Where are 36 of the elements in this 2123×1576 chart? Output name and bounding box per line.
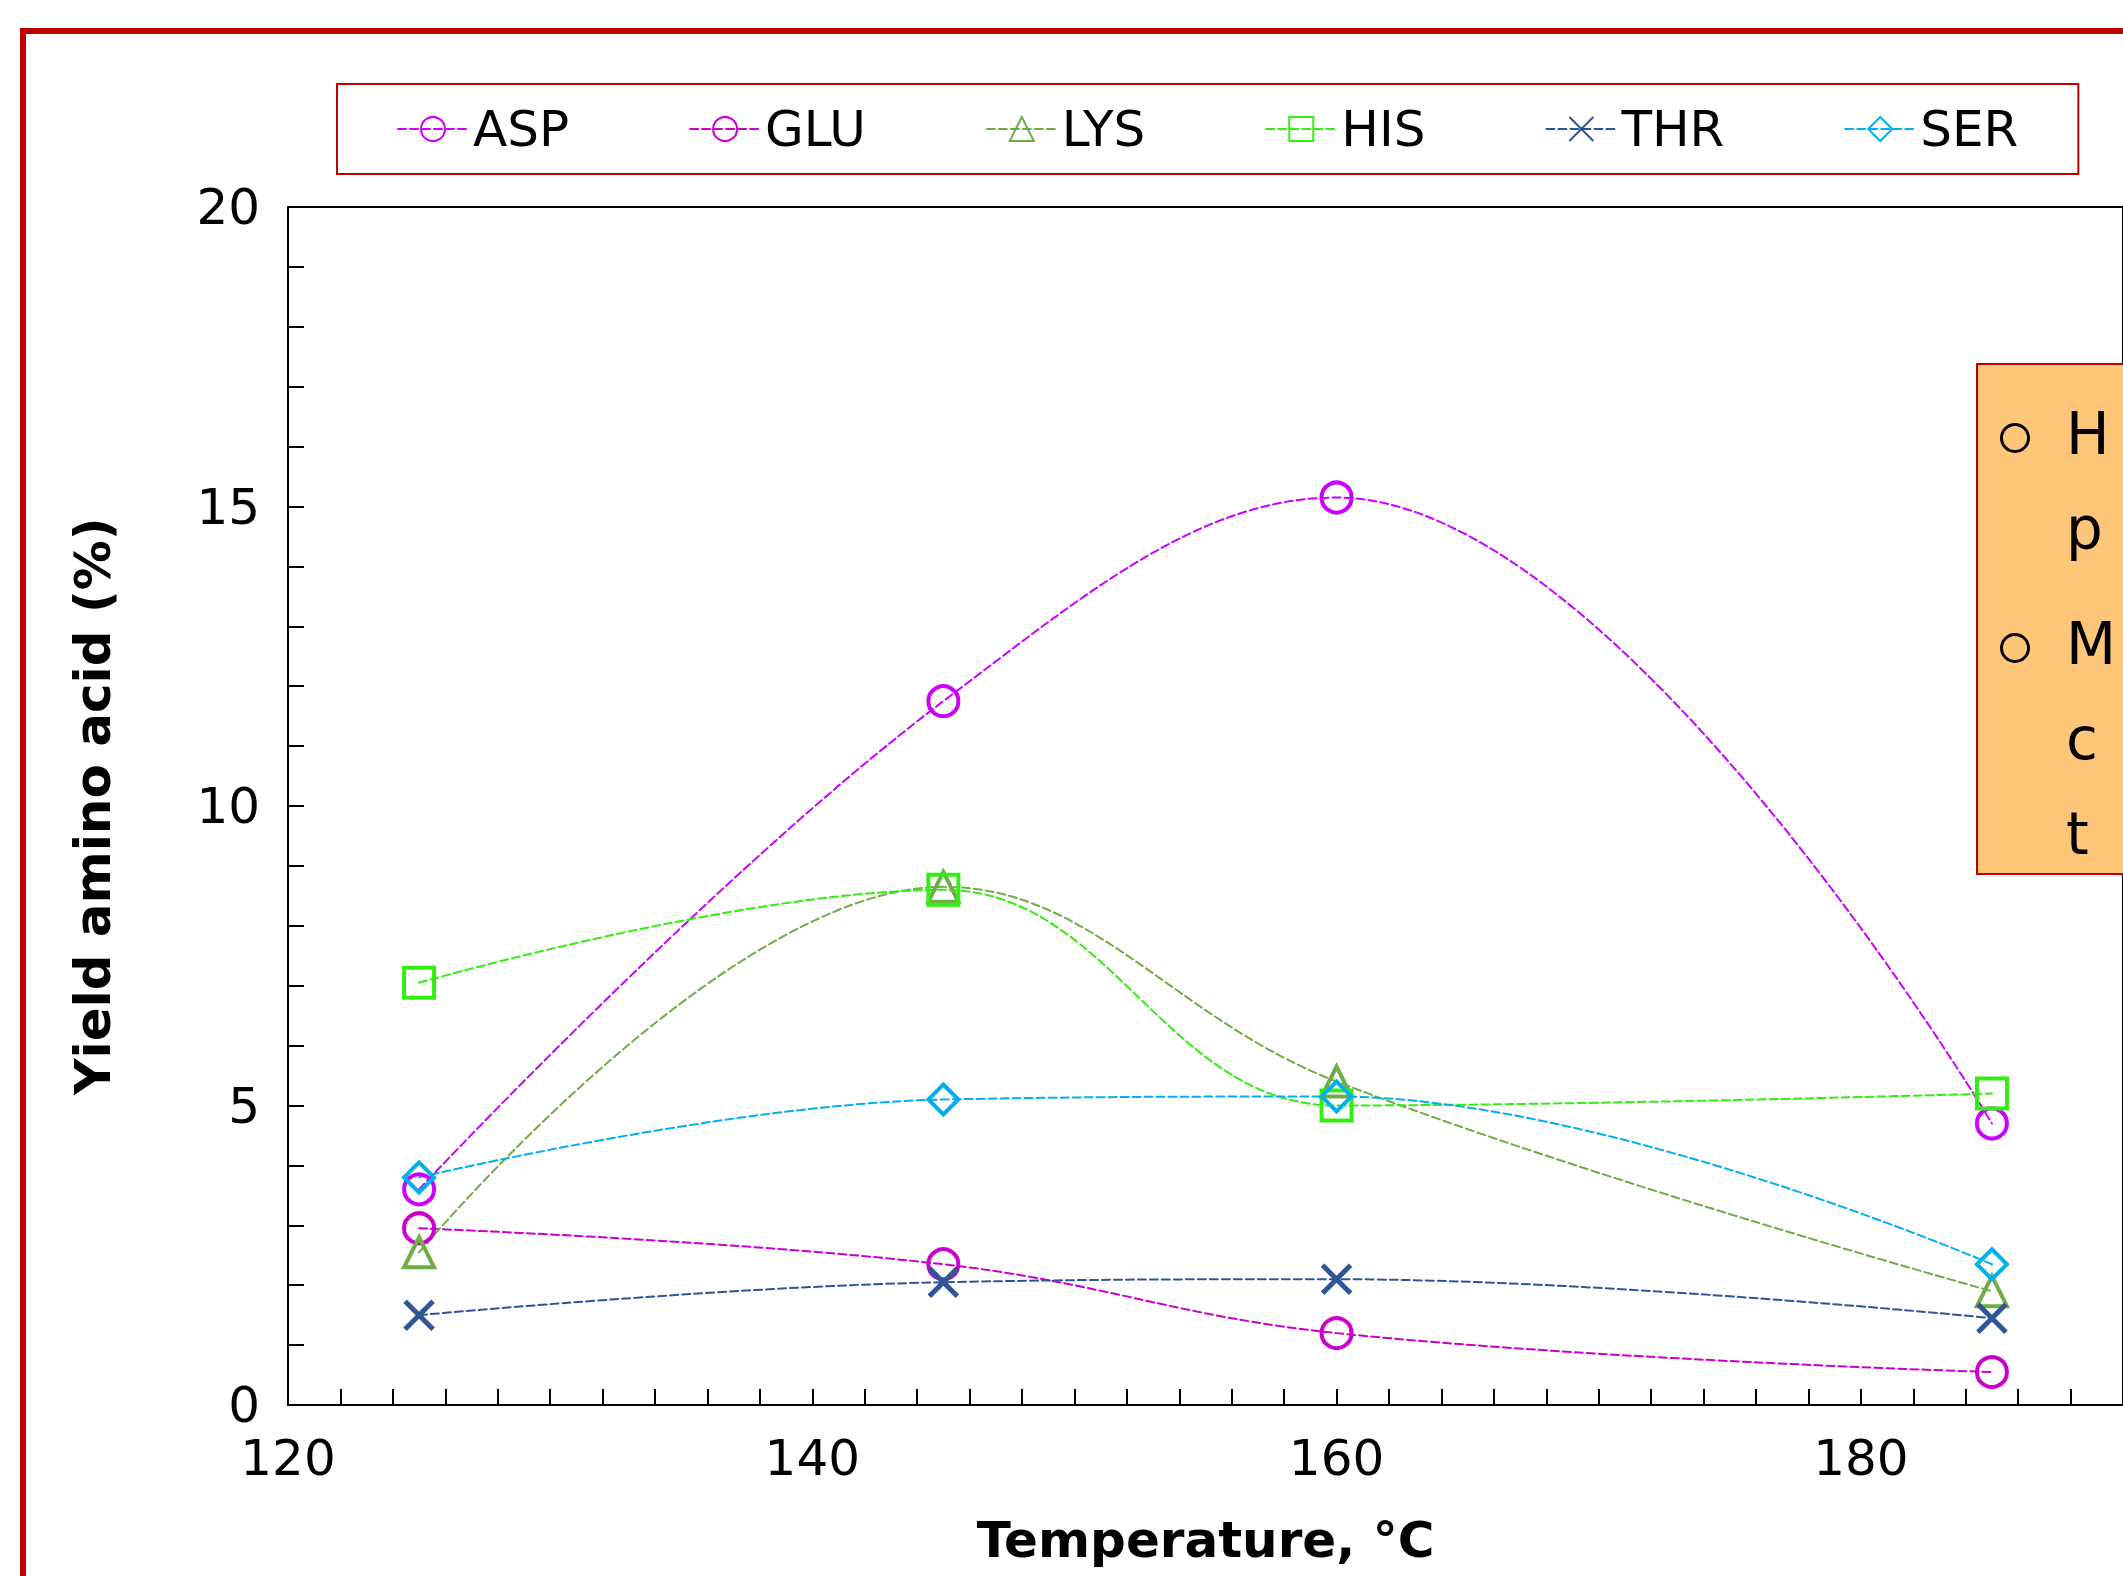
point: [402, 1160, 437, 1195]
legend-label: ASP: [473, 100, 570, 158]
annotation: t: [2066, 800, 2089, 868]
annotation: H: [2066, 400, 2110, 468]
point: [402, 1172, 437, 1207]
point: [926, 1265, 960, 1299]
point: [1319, 1079, 1354, 1114]
x-axis-title: Temperature, °C: [976, 1511, 1435, 1569]
point: [1974, 1355, 2009, 1390]
point: [402, 1211, 437, 1246]
point: [926, 1082, 961, 1117]
legend-label: LYS: [1061, 100, 1146, 158]
x-tick-label: 160: [1288, 1429, 1385, 1487]
point: [1319, 480, 1354, 515]
point: [1974, 1247, 2009, 1282]
point: [402, 965, 437, 1000]
legend-label: SER: [1920, 100, 2019, 158]
annotation: c: [2066, 705, 2098, 773]
point: [402, 1298, 436, 1332]
legend-label: GLU: [765, 100, 866, 158]
point: [1975, 1301, 2009, 1335]
y-tick-label: 15: [196, 477, 260, 536]
legend-label: THR: [1620, 100, 1725, 158]
annotation: M: [2066, 610, 2117, 678]
y-tick-label: 10: [196, 777, 260, 835]
x-tick-label: 180: [1813, 1429, 1909, 1487]
point: [1974, 1076, 2009, 1111]
y-tick-label: 5: [228, 1076, 260, 1135]
annotation: p: [2066, 495, 2103, 563]
x-tick-label: 140: [764, 1429, 860, 1487]
legend-label: HIS: [1341, 100, 1426, 158]
point: [1319, 1316, 1354, 1351]
y-axis-title: Yield amino acid (%): [64, 517, 122, 1096]
y-tick-label: 20: [196, 178, 260, 236]
point: [1320, 1262, 1354, 1296]
point: [926, 684, 961, 719]
